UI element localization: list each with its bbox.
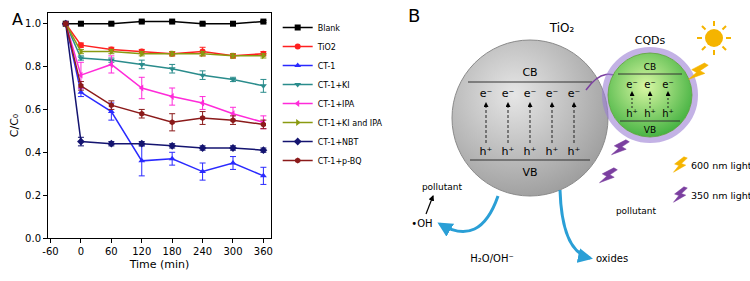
svg-text:TiO₂: TiO₂ bbox=[549, 21, 575, 35]
svg-text:e⁻: e⁻ bbox=[502, 87, 515, 100]
svg-text:•OH: •OH bbox=[411, 218, 432, 229]
svg-text:h⁺: h⁺ bbox=[502, 145, 515, 158]
svg-text:60: 60 bbox=[105, 246, 118, 257]
svg-text:CB: CB bbox=[644, 62, 656, 72]
svg-text:e⁻: e⁻ bbox=[568, 87, 581, 100]
svg-text:0: 0 bbox=[78, 246, 84, 257]
svg-text:0.4: 0.4 bbox=[25, 147, 41, 158]
svg-text:h⁺: h⁺ bbox=[568, 145, 581, 158]
svg-text:240: 240 bbox=[193, 246, 212, 257]
svg-text:-60: -60 bbox=[42, 246, 58, 257]
svg-text:h⁺: h⁺ bbox=[662, 108, 674, 119]
svg-text:e⁻: e⁻ bbox=[644, 79, 655, 90]
svg-text:h⁺: h⁺ bbox=[626, 108, 638, 119]
svg-text:CT-1+NBT: CT-1+NBT bbox=[318, 138, 359, 147]
svg-text:Time (min): Time (min) bbox=[129, 258, 190, 271]
svg-text:CQDs: CQDs bbox=[635, 34, 666, 47]
svg-text:h⁺: h⁺ bbox=[524, 145, 537, 158]
svg-text:CT-1+KI: CT-1+KI bbox=[318, 81, 350, 90]
svg-text:h⁺: h⁺ bbox=[644, 108, 656, 119]
svg-text:e⁻: e⁻ bbox=[480, 87, 493, 100]
svg-text:VB: VB bbox=[522, 166, 537, 179]
svg-text:B: B bbox=[408, 5, 420, 26]
svg-text:e⁻: e⁻ bbox=[524, 87, 537, 100]
svg-text:120: 120 bbox=[132, 246, 151, 257]
svg-text:600 nm light: 600 nm light bbox=[691, 160, 750, 171]
svg-text:CT-1: CT-1 bbox=[318, 62, 336, 71]
svg-text:350 nm light: 350 nm light bbox=[691, 190, 750, 201]
svg-text:1.0: 1.0 bbox=[25, 18, 41, 29]
svg-text:0.8: 0.8 bbox=[25, 61, 41, 72]
svg-text:360: 360 bbox=[254, 246, 273, 257]
svg-text:CT-1+p-BQ: CT-1+p-BQ bbox=[318, 157, 362, 166]
svg-text:e⁻: e⁻ bbox=[546, 87, 559, 100]
svg-text:VB: VB bbox=[644, 125, 656, 135]
svg-text:0.0: 0.0 bbox=[25, 233, 41, 244]
svg-text:0.6: 0.6 bbox=[25, 104, 41, 115]
svg-text:A: A bbox=[12, 10, 23, 29]
svg-text:h⁺: h⁺ bbox=[480, 145, 493, 158]
svg-text:e⁻: e⁻ bbox=[662, 79, 673, 90]
svg-text:TiO2: TiO2 bbox=[317, 43, 336, 52]
svg-text:pollutant: pollutant bbox=[422, 182, 463, 192]
svg-text:180: 180 bbox=[163, 246, 182, 257]
svg-text:Blank: Blank bbox=[318, 24, 341, 33]
svg-text:e⁻: e⁻ bbox=[626, 79, 637, 90]
svg-text:CT-1+IPA: CT-1+IPA bbox=[318, 100, 355, 109]
svg-text:0.2: 0.2 bbox=[25, 190, 41, 201]
svg-text:pollutant: pollutant bbox=[616, 206, 657, 216]
svg-text:CB: CB bbox=[522, 66, 537, 79]
svg-text:C/C₀: C/C₀ bbox=[8, 113, 21, 137]
svg-text:300: 300 bbox=[223, 246, 242, 257]
svg-text:CT-1+KI and IPA: CT-1+KI and IPA bbox=[318, 119, 383, 128]
svg-text:H₂O/OH⁻: H₂O/OH⁻ bbox=[470, 253, 513, 264]
svg-text:oxides: oxides bbox=[596, 253, 628, 264]
svg-text:h⁺: h⁺ bbox=[546, 145, 559, 158]
